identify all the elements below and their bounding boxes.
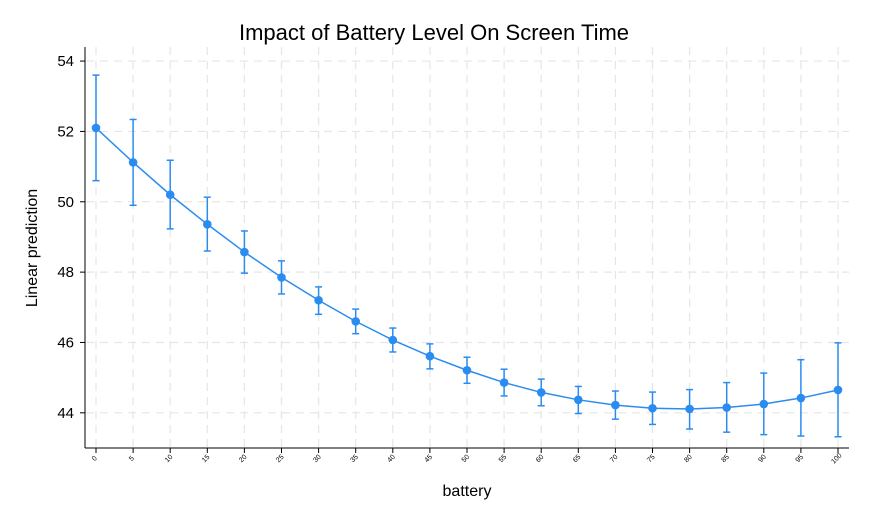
data-point xyxy=(611,400,620,410)
x-tick-label: 50 xyxy=(461,454,472,465)
x-tick-label: 35 xyxy=(349,454,360,465)
x-tick-label: 15 xyxy=(201,454,212,465)
y-tick-label: 46 xyxy=(57,334,74,351)
y-tick-label: 48 xyxy=(57,264,74,281)
data-point xyxy=(91,123,101,133)
data-point xyxy=(388,335,398,345)
data-point xyxy=(351,317,361,326)
x-tick-label: 100 xyxy=(830,452,843,465)
x-tick-label: 70 xyxy=(609,454,620,465)
x-axis-title: battery xyxy=(443,483,492,500)
y-tick-label: 50 xyxy=(57,194,74,211)
data-point xyxy=(574,395,583,405)
x-tick-label: 55 xyxy=(498,454,509,465)
x-tick-label: 60 xyxy=(535,454,546,465)
data-point xyxy=(277,273,286,282)
data-point xyxy=(240,247,249,257)
y-tick-label: 52 xyxy=(57,123,74,140)
data-point xyxy=(499,378,509,387)
x-tick-label: 65 xyxy=(572,454,583,465)
data-point xyxy=(722,403,731,412)
x-tick-label: 80 xyxy=(683,454,694,465)
x-tick-label: 5 xyxy=(128,455,136,463)
chart-title: Impact of Battery Level On Screen Time xyxy=(239,20,629,45)
data-point xyxy=(425,351,435,361)
x-tick-label: 20 xyxy=(238,454,249,465)
data-point xyxy=(759,399,769,409)
data-point xyxy=(796,393,806,403)
x-tick-label: 95 xyxy=(795,454,806,465)
y-axis-title: Linear prediction xyxy=(24,189,41,307)
data-point xyxy=(536,388,546,397)
x-tick-label: 90 xyxy=(758,454,769,465)
data-point xyxy=(128,158,138,167)
x-ticks: 0 5 10 15 20 25 30 35 40 45 50 55 60 65 70 75 80 85 90 95 10… xyxy=(91,448,844,466)
data-point xyxy=(314,295,323,305)
data-point xyxy=(203,219,212,229)
x-tick-label: 45 xyxy=(424,454,435,465)
x-tick-label: 30 xyxy=(312,454,323,465)
data-point xyxy=(462,365,472,375)
data-point xyxy=(648,403,657,413)
x-tick-label: 75 xyxy=(646,454,657,465)
data-point xyxy=(833,385,843,395)
x-tick-label: 25 xyxy=(275,454,286,465)
series-layer xyxy=(91,74,843,438)
data-point xyxy=(685,404,694,414)
grid-lines xyxy=(86,47,849,447)
y-tick-label: 44 xyxy=(57,405,74,422)
x-tick-label: 10 xyxy=(164,454,175,465)
y-tick-label: 54 xyxy=(57,53,74,70)
x-tick-label: 0 xyxy=(91,455,99,463)
x-tick-label: 40 xyxy=(387,454,398,465)
data-point xyxy=(165,190,175,200)
y-ticks: 44 46 48 50 52 54 xyxy=(57,53,85,422)
x-tick-label: 85 xyxy=(720,454,731,465)
